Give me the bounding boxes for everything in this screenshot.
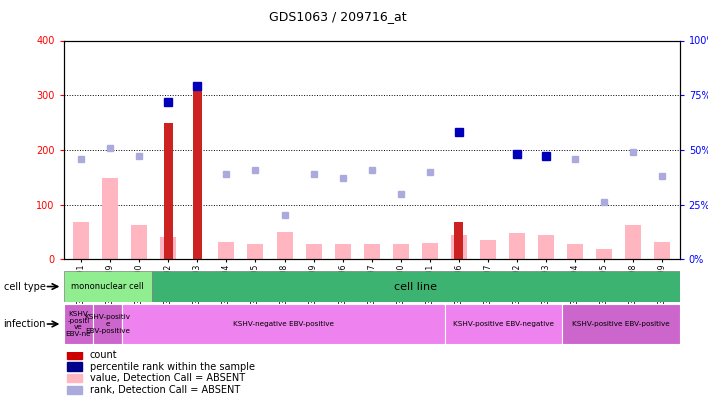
Bar [193, 90, 202, 259]
Bar [152, 271, 680, 302]
Text: KSHV-positive EBV-positive: KSHV-positive EBV-positive [572, 321, 670, 327]
Text: KSHV
-positi
ve
EBV-ne: KSHV -positi ve EBV-ne [66, 311, 91, 337]
Bar [596, 249, 612, 259]
Bar [455, 222, 463, 259]
Bar [160, 237, 176, 259]
Text: KSHV-positive EBV-negative: KSHV-positive EBV-negative [453, 321, 554, 327]
Bar [654, 242, 670, 259]
Bar [219, 242, 234, 259]
Text: rank, Detection Call = ABSENT: rank, Detection Call = ABSENT [90, 385, 240, 395]
Bar [67, 362, 82, 371]
Bar [451, 234, 467, 259]
Bar [67, 351, 82, 359]
Bar [67, 386, 82, 394]
Bar [122, 304, 445, 344]
Bar [445, 304, 562, 344]
Text: cell type: cell type [4, 281, 45, 292]
Text: KSHV-negative EBV-positive: KSHV-negative EBV-positive [233, 321, 334, 327]
Bar [248, 244, 263, 259]
Bar [164, 123, 173, 259]
Bar [509, 233, 525, 259]
Bar [364, 244, 379, 259]
Text: mononuclear cell: mononuclear cell [72, 282, 144, 291]
Text: value, Detection Call = ABSENT: value, Detection Call = ABSENT [90, 373, 245, 383]
Bar [64, 304, 93, 344]
Bar [567, 244, 583, 259]
Text: cell line: cell line [394, 281, 438, 292]
Bar [393, 244, 409, 259]
Bar [131, 225, 147, 259]
Bar [277, 232, 292, 259]
Text: KSHV-positiv
e
EBV-positive: KSHV-positiv e EBV-positive [85, 315, 131, 333]
Bar [480, 240, 496, 259]
Bar [102, 178, 118, 259]
Bar [562, 304, 680, 344]
Bar [625, 225, 641, 259]
Bar [335, 244, 350, 259]
Text: count: count [90, 350, 118, 360]
Bar [422, 243, 438, 259]
Text: infection: infection [4, 319, 46, 329]
Bar [64, 271, 152, 302]
Bar [93, 304, 122, 344]
Bar [67, 374, 82, 382]
Text: percentile rank within the sample: percentile rank within the sample [90, 362, 255, 371]
Bar [306, 244, 321, 259]
Bar [73, 222, 89, 259]
Text: GDS1063 / 209716_at: GDS1063 / 209716_at [269, 10, 406, 23]
Bar [538, 234, 554, 259]
